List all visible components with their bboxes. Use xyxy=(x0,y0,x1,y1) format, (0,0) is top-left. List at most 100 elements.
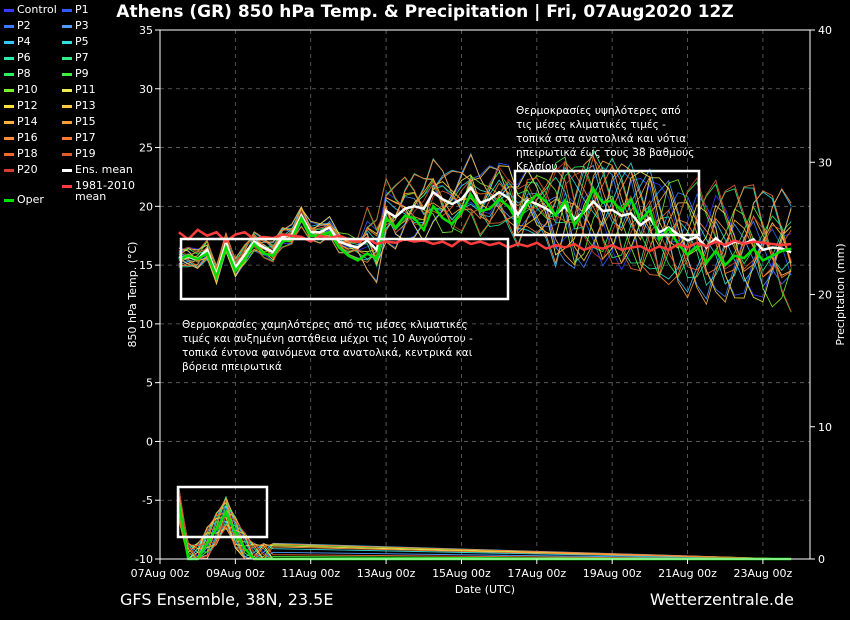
legend-item: Ens. mean xyxy=(62,163,133,177)
legend-label: P17 xyxy=(75,131,96,144)
precip-member-line xyxy=(178,487,792,560)
legend-item: P9 xyxy=(62,67,89,81)
legend-item: P19 xyxy=(62,147,96,161)
x-tick-label: 17Aug 00z xyxy=(507,567,566,580)
y-tick-label: 20 xyxy=(139,200,153,213)
legend-item: P17 xyxy=(62,131,96,145)
member-line xyxy=(178,174,792,308)
series-line xyxy=(178,186,792,281)
precip-member-line xyxy=(178,488,792,560)
legend-label: P1 xyxy=(75,3,89,16)
legend-swatch xyxy=(4,152,14,156)
x-tick-label: 11Aug 00z xyxy=(281,567,340,580)
legend-item: P4 xyxy=(4,35,31,49)
legend-swatch xyxy=(4,88,14,92)
precip-member-line xyxy=(178,493,792,560)
legend-item: P6 xyxy=(4,51,31,65)
legend-item: P1 xyxy=(62,3,89,17)
plot-frame xyxy=(159,29,811,560)
legend-item: P12 xyxy=(4,99,38,113)
y2-tick-label: 40 xyxy=(818,24,832,37)
y-tick-label: -10 xyxy=(135,553,153,566)
legend-item: P3 xyxy=(62,19,89,33)
legend-item: P16 xyxy=(4,131,38,145)
legend-label: P12 xyxy=(17,99,38,112)
legend-label: P20 xyxy=(17,163,38,176)
legend-swatch xyxy=(62,8,72,12)
y-tick-label: 0 xyxy=(146,435,153,448)
y2-axis-label: Precipitation (mm) xyxy=(834,243,847,345)
member-line xyxy=(178,165,792,279)
legend-swatch xyxy=(4,8,14,12)
legend-label: P5 xyxy=(75,35,89,48)
axes-layer: -10 -5 0 5 10 15 20 25 30 35 0 10 20 30 40 07Aug 00z 09A… xyxy=(126,24,847,596)
x-tick-label: 21Aug 00z xyxy=(658,567,717,580)
legend-item: Oper xyxy=(4,193,44,207)
legend-label: P15 xyxy=(75,115,96,128)
precip-member-line xyxy=(178,492,792,560)
legend-swatch xyxy=(4,120,14,124)
legend-swatch xyxy=(4,168,14,172)
y-tick-label: 25 xyxy=(139,142,153,155)
legend-label: P6 xyxy=(17,51,31,64)
legend-item: P8 xyxy=(4,67,31,81)
legend-label: P14 xyxy=(17,115,38,128)
x-tick-label: 19Aug 00z xyxy=(583,567,642,580)
legend-label: P8 xyxy=(17,67,31,80)
legend-label: P9 xyxy=(75,67,89,80)
y2-tick-label: 0 xyxy=(818,553,825,566)
legend-swatch xyxy=(62,136,72,140)
x-tick-label: 07Aug 00z xyxy=(131,567,190,580)
footer-site: Wetterzentrale.de xyxy=(649,590,794,609)
legend-label: P18 xyxy=(17,147,38,160)
series-line xyxy=(178,228,792,253)
legend-swatch xyxy=(4,56,14,60)
legend-swatch xyxy=(62,24,72,28)
legend-item: P18 xyxy=(4,147,38,161)
x-tick-label: 23Aug 00z xyxy=(734,567,793,580)
legend-label: 1981-2010 mean xyxy=(75,179,135,203)
legend-swatch xyxy=(62,185,72,188)
highlight-boxes xyxy=(176,169,701,539)
y-axis-label: 850 hPa Temp. (°C) xyxy=(126,242,139,348)
legend-swatch xyxy=(4,72,14,76)
legend-swatch xyxy=(4,198,14,202)
legend-swatch xyxy=(4,40,14,44)
legend-item: P14 xyxy=(4,115,38,129)
legend-label: Control xyxy=(17,3,57,16)
x-tick-label: 09Aug 00z xyxy=(206,567,265,580)
y2-tick-label: 10 xyxy=(818,421,832,434)
precip-member-line xyxy=(178,487,792,560)
legend-swatch xyxy=(4,136,14,140)
legend-item: P13 xyxy=(62,99,96,113)
highlight-box-high xyxy=(513,169,701,237)
legend-label: Ens. mean xyxy=(75,163,133,176)
x-tick-label: 15Aug 00z xyxy=(432,567,491,580)
legend-item: P15 xyxy=(62,115,96,129)
y2-tick-label: 30 xyxy=(818,156,832,169)
y-tick-label: 10 xyxy=(139,318,153,331)
y2-tick-label: 20 xyxy=(818,289,832,302)
chart-title: Athens (GR) 850 hPa Temp. & Precipitatio… xyxy=(116,2,734,22)
legend-item: Control xyxy=(4,3,57,17)
legend-label: P3 xyxy=(75,19,89,32)
footer-model: GFS Ensemble, 38N, 23.5E xyxy=(120,590,334,609)
legend-swatch xyxy=(4,24,14,28)
legend-item: 1981-2010 mean xyxy=(62,180,139,202)
highlight-box-precip xyxy=(176,485,269,539)
legend-label: Oper xyxy=(17,193,44,206)
legend-item: P5 xyxy=(62,35,89,49)
legend-swatch xyxy=(4,104,14,108)
y-tick-label: -5 xyxy=(142,494,153,507)
legend-swatch xyxy=(62,152,72,156)
precip-member-line xyxy=(178,518,792,560)
chart-grid xyxy=(159,29,810,560)
precip-member-line xyxy=(178,500,792,560)
member-line xyxy=(178,170,792,279)
legend-label: P11 xyxy=(75,83,96,96)
y-tick-label: 5 xyxy=(146,377,153,390)
legend-swatch xyxy=(62,104,72,108)
legend-item: P11 xyxy=(62,83,96,97)
legend-swatch xyxy=(62,40,72,44)
